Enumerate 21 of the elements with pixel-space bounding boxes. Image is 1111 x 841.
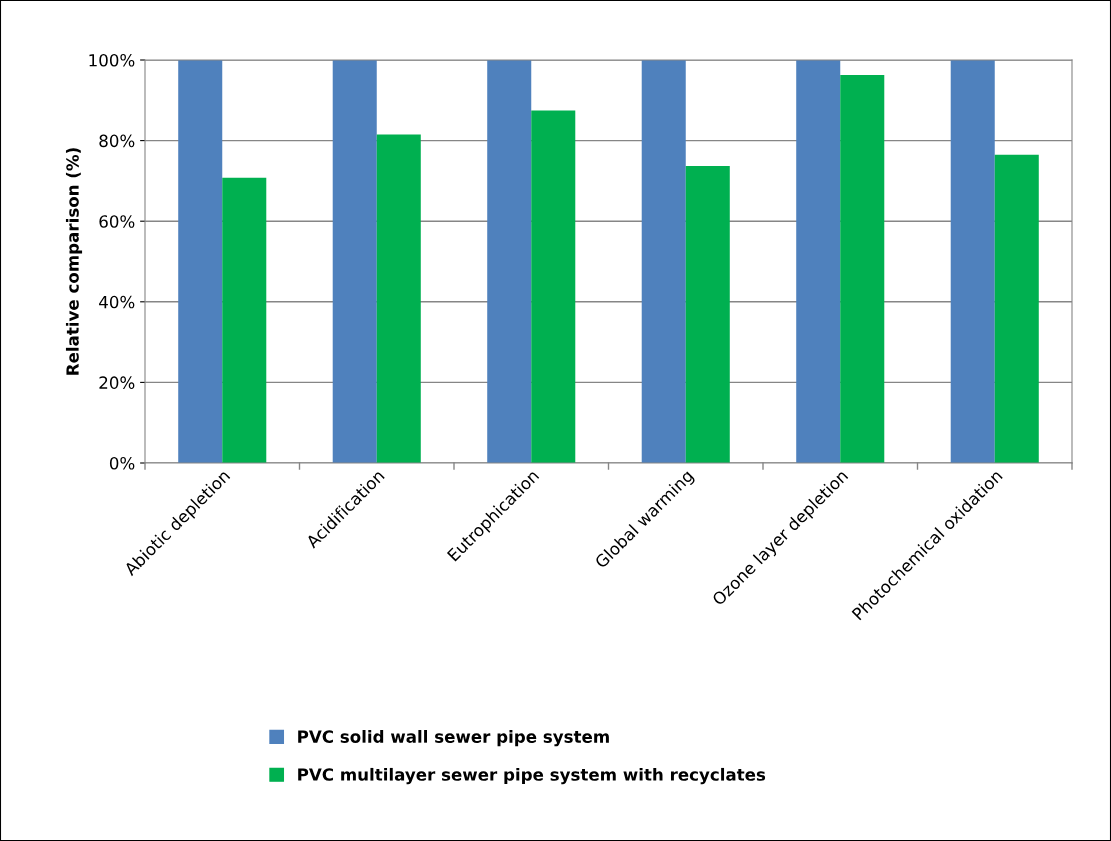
bar: [994, 154, 1039, 463]
bar: [950, 60, 995, 463]
bar: [641, 60, 686, 463]
bar: [332, 60, 377, 463]
y-tick-label: 100%: [89, 53, 135, 67]
bar: [222, 177, 267, 463]
bar: [796, 60, 841, 463]
y-tick-label: 80%: [99, 134, 135, 148]
y-tick-label: 20%: [99, 376, 135, 389]
bar: [487, 60, 532, 463]
y-tick-label: 0%: [109, 456, 135, 470]
bar: [376, 134, 421, 463]
bar: [685, 165, 730, 463]
legend-label: PVC solid wall sewer pipe system: [298, 730, 609, 747]
y-tick-label: 60%: [99, 215, 135, 228]
bar: [178, 60, 223, 463]
bar: [531, 110, 576, 463]
y-axis-title: Relative comparison (%): [65, 148, 83, 375]
legend-label: PVC multilayer sewer pipe system with recyclates: [298, 767, 766, 785]
y-tick-label: 40%: [99, 295, 135, 309]
bar: [840, 74, 885, 463]
